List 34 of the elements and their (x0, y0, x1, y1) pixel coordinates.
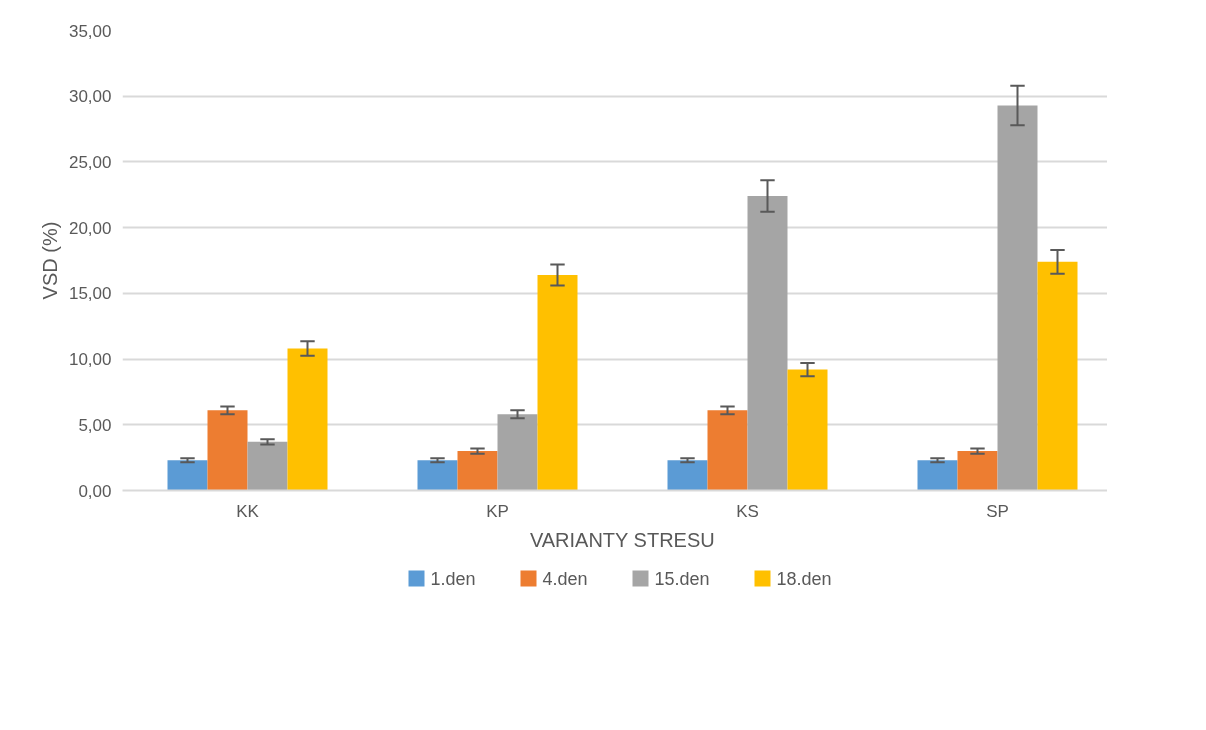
x-tick-label: KS (736, 501, 759, 521)
legend-label: 1.den (430, 568, 476, 589)
y-tick-label: 0,00 (78, 481, 112, 501)
y-tick-label: 20,00 (68, 218, 112, 238)
x-tick-label: KP (486, 501, 509, 521)
bar (167, 460, 208, 491)
y-tick-label: 25,00 (68, 152, 112, 172)
x-tick-label: KK (236, 501, 260, 521)
legend-label: 15.den (654, 568, 710, 589)
bar (417, 460, 458, 491)
y-axis-title: VSD (%) (38, 221, 61, 300)
bar (997, 105, 1038, 491)
bar (957, 451, 998, 491)
x-tick-label: SP (986, 501, 1009, 521)
legend-label: 4.den (542, 568, 588, 589)
bar (707, 410, 748, 491)
bar (917, 460, 958, 491)
y-tick-label: 30,00 (68, 87, 112, 107)
y-tick-label: 10,00 (68, 350, 112, 370)
bar (537, 274, 578, 491)
y-tick-label: 35,00 (68, 21, 112, 41)
bar (497, 414, 538, 491)
legend-label: 18.den (776, 568, 832, 589)
bar (747, 196, 788, 491)
bar (247, 441, 288, 491)
bar (1037, 261, 1078, 491)
bar (667, 460, 708, 491)
bar (287, 348, 328, 491)
y-tick-label: 5,00 (78, 415, 112, 435)
bar (207, 410, 248, 491)
x-axis-title: VARIANTY STRESU (529, 528, 715, 551)
bar (457, 451, 498, 491)
y-tick-label: 15,00 (68, 284, 112, 304)
bar (787, 369, 828, 491)
